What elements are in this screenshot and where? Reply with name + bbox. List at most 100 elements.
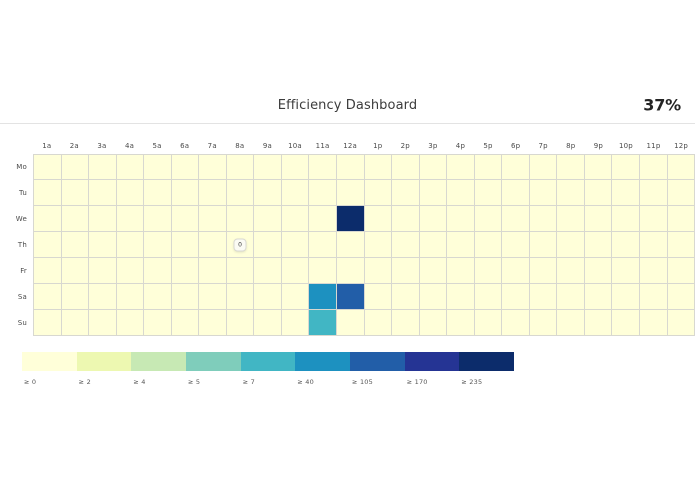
heatmap-cell-Mo-6a[interactable] bbox=[171, 154, 200, 180]
heatmap-cell-We-10p[interactable] bbox=[612, 206, 641, 232]
heatmap-cell-Tu-9p[interactable] bbox=[584, 180, 613, 206]
heatmap-cell-Sa-10a[interactable] bbox=[281, 284, 310, 310]
heatmap-cell-Tu-9a[interactable] bbox=[254, 180, 282, 206]
heatmap-cell-Fr-3a[interactable] bbox=[89, 258, 117, 284]
heatmap-cell-Mo-4p[interactable] bbox=[447, 154, 475, 180]
heatmap-cell-We-4p[interactable] bbox=[447, 206, 475, 232]
heatmap-cell-Tu-11p[interactable] bbox=[640, 180, 668, 206]
heatmap-cell-Su-9p[interactable] bbox=[584, 310, 613, 336]
heatmap-cell-We-2p[interactable] bbox=[392, 206, 420, 232]
heatmap-cell-Th-5p[interactable] bbox=[474, 232, 503, 258]
heatmap-cell-Th-6a[interactable] bbox=[171, 232, 200, 258]
heatmap-cell-Tu-1a[interactable] bbox=[33, 180, 62, 206]
heatmap-cell-Mo-2a[interactable] bbox=[61, 154, 90, 180]
heatmap-cell-Sa-10p[interactable] bbox=[612, 284, 641, 310]
heatmap-cell-Fr-12p[interactable] bbox=[667, 258, 695, 284]
heatmap-cell-Su-4a[interactable] bbox=[116, 310, 145, 336]
heatmap-cell-Sa-3p[interactable] bbox=[419, 284, 448, 310]
heatmap-cell-Sa-11a[interactable] bbox=[309, 284, 338, 310]
heatmap-cell-Su-11a[interactable] bbox=[309, 310, 338, 336]
heatmap-cell-Mo-12p[interactable] bbox=[667, 154, 695, 180]
heatmap-cell-We-2a[interactable] bbox=[61, 206, 90, 232]
heatmap-cell-Su-5a[interactable] bbox=[144, 310, 172, 336]
heatmap-cell-Fr-1p[interactable] bbox=[364, 258, 393, 284]
heatmap-cell-Sa-7p[interactable] bbox=[529, 284, 558, 310]
heatmap-cell-We-9p[interactable] bbox=[584, 206, 613, 232]
heatmap-cell-Th-1a[interactable] bbox=[33, 232, 62, 258]
heatmap-cell-Tu-11a[interactable] bbox=[309, 180, 338, 206]
heatmap-cell-Sa-12a[interactable] bbox=[337, 284, 365, 310]
heatmap-cell-Tu-6a[interactable] bbox=[171, 180, 200, 206]
heatmap-cell-Su-7p[interactable] bbox=[529, 310, 558, 336]
heatmap-cell-Th-10a[interactable] bbox=[281, 232, 310, 258]
heatmap-cell-Tu-8p[interactable] bbox=[557, 180, 585, 206]
heatmap-cell-Th-9p[interactable] bbox=[584, 232, 613, 258]
heatmap-cell-Fr-3p[interactable] bbox=[419, 258, 448, 284]
heatmap-cell-Su-11p[interactable] bbox=[640, 310, 668, 336]
heatmap-cell-Th-7a[interactable] bbox=[199, 232, 227, 258]
heatmap-cell-Tu-2p[interactable] bbox=[392, 180, 420, 206]
heatmap-cell-Fr-10p[interactable] bbox=[612, 258, 641, 284]
heatmap-cell-Fr-4a[interactable] bbox=[116, 258, 145, 284]
heatmap-cell-Tu-5p[interactable] bbox=[474, 180, 503, 206]
heatmap-cell-Su-4p[interactable] bbox=[447, 310, 475, 336]
heatmap-cell-Fr-4p[interactable] bbox=[447, 258, 475, 284]
heatmap-cell-Sa-4a[interactable] bbox=[116, 284, 145, 310]
heatmap-cell-Mo-6p[interactable] bbox=[502, 154, 530, 180]
heatmap-cell-We-12a[interactable] bbox=[337, 206, 365, 232]
heatmap-cell-We-8p[interactable] bbox=[557, 206, 585, 232]
heatmap-cell-Th-12p[interactable] bbox=[667, 232, 695, 258]
heatmap-cell-Fr-7a[interactable] bbox=[199, 258, 227, 284]
heatmap-cell-Mo-1p[interactable] bbox=[364, 154, 393, 180]
heatmap-cell-We-8a[interactable] bbox=[226, 206, 255, 232]
heatmap-cell-Th-3a[interactable] bbox=[89, 232, 117, 258]
heatmap-cell-Su-1p[interactable] bbox=[364, 310, 393, 336]
heatmap-cell-Tu-2a[interactable] bbox=[61, 180, 90, 206]
heatmap-cell-We-7a[interactable] bbox=[199, 206, 227, 232]
heatmap-cell-Tu-7a[interactable] bbox=[199, 180, 227, 206]
heatmap-cell-Tu-5a[interactable] bbox=[144, 180, 172, 206]
heatmap-cell-Fr-9p[interactable] bbox=[584, 258, 613, 284]
heatmap-cell-Su-8a[interactable] bbox=[226, 310, 255, 336]
heatmap-cell-Mo-10a[interactable] bbox=[281, 154, 310, 180]
heatmap-cell-Th-6p[interactable] bbox=[502, 232, 530, 258]
heatmap-cell-Th-8a[interactable]: 0 bbox=[226, 232, 255, 258]
heatmap-cell-We-12p[interactable] bbox=[667, 206, 695, 232]
heatmap-cell-We-1p[interactable] bbox=[364, 206, 393, 232]
heatmap-cell-We-5a[interactable] bbox=[144, 206, 172, 232]
heatmap-cell-Su-1a[interactable] bbox=[33, 310, 62, 336]
heatmap-cell-Fr-8p[interactable] bbox=[557, 258, 585, 284]
heatmap-cell-Sa-6p[interactable] bbox=[502, 284, 530, 310]
heatmap-cell-Th-10p[interactable] bbox=[612, 232, 641, 258]
heatmap-cell-Mo-5p[interactable] bbox=[474, 154, 503, 180]
heatmap-cell-Fr-5a[interactable] bbox=[144, 258, 172, 284]
heatmap-cell-Sa-5a[interactable] bbox=[144, 284, 172, 310]
heatmap-cell-Fr-6p[interactable] bbox=[502, 258, 530, 284]
heatmap-cell-We-10a[interactable] bbox=[281, 206, 310, 232]
heatmap-cell-Mo-11p[interactable] bbox=[640, 154, 668, 180]
heatmap-cell-Mo-8a[interactable] bbox=[226, 154, 255, 180]
heatmap-cell-Th-4p[interactable] bbox=[447, 232, 475, 258]
heatmap-cell-Sa-6a[interactable] bbox=[171, 284, 200, 310]
heatmap-cell-Su-10p[interactable] bbox=[612, 310, 641, 336]
heatmap-cell-Su-12p[interactable] bbox=[667, 310, 695, 336]
heatmap-cell-Su-6p[interactable] bbox=[502, 310, 530, 336]
heatmap-cell-Mo-12a[interactable] bbox=[337, 154, 365, 180]
heatmap-cell-We-6a[interactable] bbox=[171, 206, 200, 232]
heatmap-cell-We-4a[interactable] bbox=[116, 206, 145, 232]
heatmap-cell-Sa-11p[interactable] bbox=[640, 284, 668, 310]
heatmap-cell-Mo-1a[interactable] bbox=[33, 154, 62, 180]
heatmap-cell-Sa-2a[interactable] bbox=[61, 284, 90, 310]
heatmap-cell-Fr-9a[interactable] bbox=[254, 258, 282, 284]
heatmap-cell-Su-10a[interactable] bbox=[281, 310, 310, 336]
heatmap-cell-Su-3a[interactable] bbox=[89, 310, 117, 336]
heatmap-cell-Fr-6a[interactable] bbox=[171, 258, 200, 284]
heatmap-cell-Mo-4a[interactable] bbox=[116, 154, 145, 180]
heatmap-cell-Mo-8p[interactable] bbox=[557, 154, 585, 180]
heatmap-cell-We-1a[interactable] bbox=[33, 206, 62, 232]
heatmap-cell-Sa-1a[interactable] bbox=[33, 284, 62, 310]
heatmap-cell-We-11p[interactable] bbox=[640, 206, 668, 232]
heatmap-cell-Su-2p[interactable] bbox=[392, 310, 420, 336]
heatmap-cell-Th-8p[interactable] bbox=[557, 232, 585, 258]
heatmap-cell-Mo-2p[interactable] bbox=[392, 154, 420, 180]
